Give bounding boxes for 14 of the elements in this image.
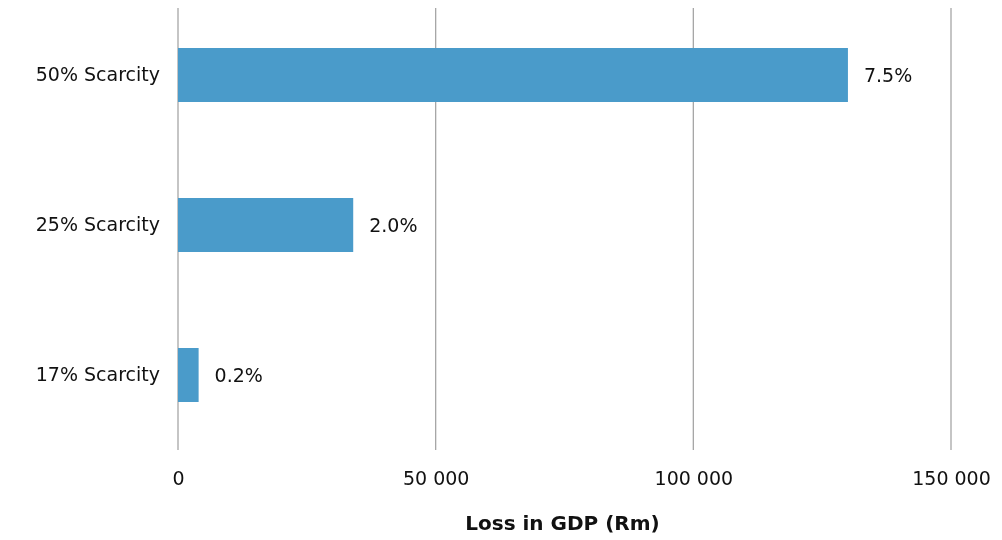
- annotation: 7.5%: [863, 63, 913, 86]
- x-tick-label: 0: [172, 467, 185, 490]
- x-tick-label: 100 000: [654, 467, 734, 490]
- y-tick-label: 25% Scarcity: [35, 213, 160, 236]
- bar: [178, 48, 848, 102]
- x-tick-label: 50 000: [402, 467, 470, 490]
- annotation: 0.2%: [214, 363, 263, 386]
- x-axis-title: Loss in GDP (Rm): [465, 511, 660, 535]
- bar: [178, 198, 354, 252]
- annotation: 2.0%: [369, 213, 418, 236]
- x-tick-label: 150 000: [912, 467, 991, 490]
- y-tick-label: 50% Scarcity: [35, 63, 160, 86]
- y-tick-label: 17% Scarcity: [35, 363, 160, 386]
- bar: [178, 348, 199, 402]
